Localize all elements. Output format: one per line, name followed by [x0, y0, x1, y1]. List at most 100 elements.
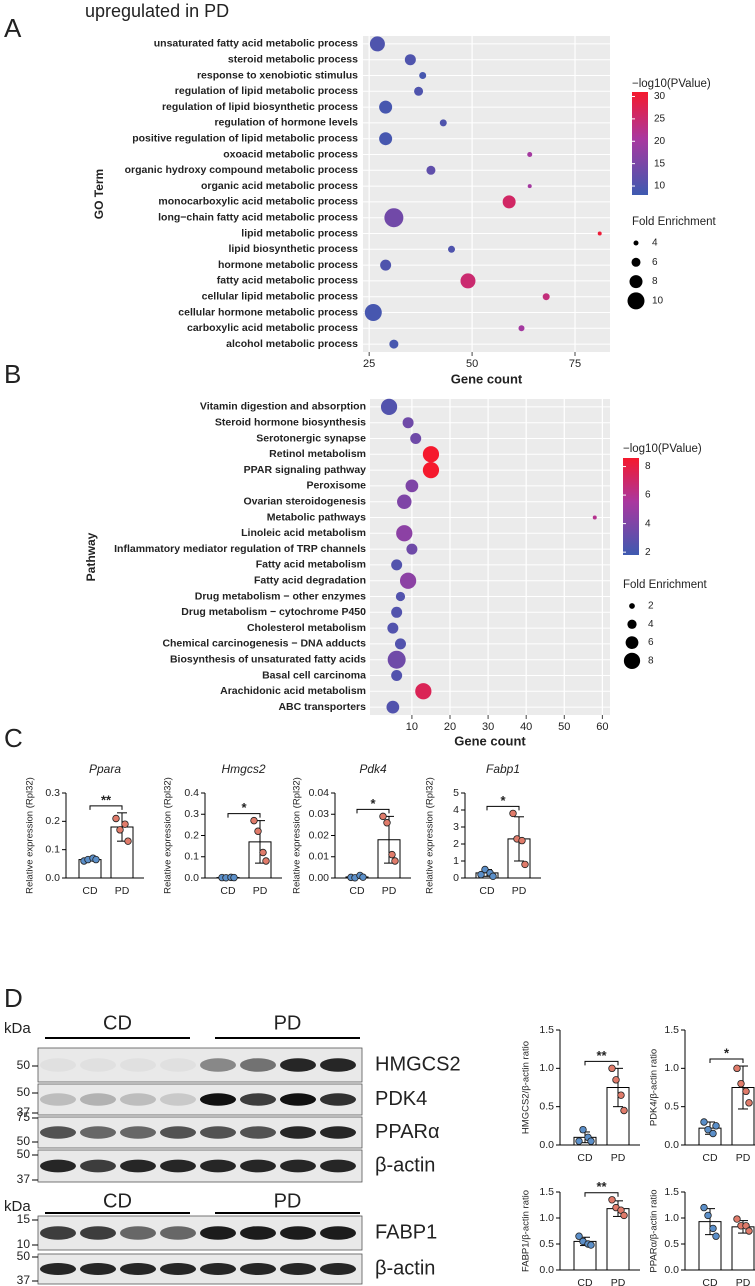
- category-label: Cholesterol metabolism: [247, 622, 366, 634]
- blot-marker: 50: [17, 1147, 31, 1161]
- category-label: long−chain fatty acid metabolic process: [158, 211, 358, 223]
- category-label: lipid metabolic process: [241, 227, 358, 239]
- y-tick-label: 0.04: [309, 787, 330, 799]
- size-legend-dot: [629, 275, 643, 289]
- dot: [394, 638, 406, 650]
- significance-label: **: [101, 792, 112, 807]
- blot-unit: kDa: [4, 1020, 31, 1037]
- data-point: [254, 827, 262, 835]
- data-point: [383, 819, 391, 827]
- data-point: [745, 1099, 753, 1107]
- data-point: [587, 1137, 595, 1145]
- blot-band: [80, 1263, 116, 1275]
- y-tick-label: 0.4: [184, 787, 199, 799]
- size-legend-dot: [633, 240, 639, 246]
- blot-band: [40, 1058, 76, 1072]
- dot: [426, 165, 436, 175]
- y-axis-label: HMGCS2/β-actin ratio: [521, 1041, 532, 1134]
- blot-band: [200, 1226, 236, 1240]
- blot-band: [80, 1093, 116, 1106]
- size-legend-label: 2: [648, 601, 654, 612]
- data-point: [391, 857, 399, 865]
- dot: [410, 433, 422, 444]
- y-tick-label: 1.5: [664, 1186, 679, 1198]
- data-point: [575, 1232, 583, 1240]
- blot-band: [240, 1126, 276, 1139]
- y-tick-label: 0.03: [309, 808, 330, 820]
- category-label: ABC transporters: [278, 701, 366, 713]
- size-legend-dot: [625, 636, 639, 649]
- blot-protein-label: PPARα: [375, 1121, 440, 1143]
- x-tick-label: CD: [577, 1152, 593, 1164]
- blot-marker: 50: [17, 1249, 31, 1263]
- y-axis-label: Relative expression (Rpl32): [163, 777, 174, 894]
- size-legend-label: 6: [648, 637, 654, 648]
- y-tick-label: 0.00: [309, 872, 330, 884]
- blot-group-label: PD: [274, 1012, 302, 1034]
- x-tick-label: PD: [736, 1277, 751, 1286]
- category-label: response to xenobiotic stimulus: [197, 69, 358, 81]
- category-label: fatty acid metabolic process: [217, 275, 358, 287]
- blot-band: [120, 1058, 156, 1072]
- category-label: lipid biosynthetic process: [228, 243, 358, 255]
- x-tick-label: CD: [702, 1152, 718, 1164]
- data-point: [700, 1118, 708, 1126]
- dot: [502, 195, 516, 209]
- x-tick-label: 50: [558, 721, 570, 733]
- y-tick-label: 0.01: [309, 851, 330, 863]
- size-legend-label: 10: [652, 296, 664, 307]
- x-tick-label: PD: [611, 1152, 626, 1164]
- x-tick-label: 25: [363, 358, 375, 370]
- plot-background: [370, 399, 610, 715]
- blot-band: [120, 1226, 156, 1240]
- category-label: regulation of hormone levels: [214, 117, 358, 129]
- y-tick-label: 0.1: [45, 843, 60, 855]
- blot-band: [320, 1226, 356, 1240]
- x-tick-label: 40: [520, 721, 532, 733]
- size-legend-dot: [629, 603, 635, 609]
- blot-marker: 37: [17, 1172, 31, 1186]
- blot-band: [200, 1263, 236, 1275]
- data-point: [388, 850, 396, 859]
- y-tick-label: 0: [453, 872, 459, 884]
- colorbar-tick-label: 6: [645, 490, 651, 501]
- y-tick-label: 0.0: [184, 872, 199, 884]
- data-point: [608, 1064, 616, 1073]
- blot-marker: 37: [17, 1105, 31, 1119]
- x-tick-label: 75: [569, 358, 581, 370]
- dot: [380, 398, 398, 416]
- category-label: cellular hormone metabolic process: [178, 306, 358, 318]
- y-tick-label: 5: [453, 787, 459, 799]
- y-axis-label: Relative expression (Rpl32): [25, 777, 36, 894]
- blot-marker: 50: [17, 1085, 31, 1099]
- colorbar-tick-label: 30: [654, 91, 666, 102]
- data-point: [745, 1227, 753, 1235]
- chart-title: upregulated in PD: [85, 1, 229, 21]
- significance-bracket: [486, 805, 520, 811]
- panel-letter: A: [4, 13, 22, 43]
- y-axis-label: PDK4/β-actin ratio: [649, 1049, 660, 1126]
- colorbar-tick-label: 4: [645, 518, 651, 529]
- dot: [518, 325, 525, 332]
- dot: [422, 446, 440, 463]
- y-tick-label: 0.5: [664, 1238, 679, 1250]
- category-label: regulation of lipid biosynthetic process: [162, 101, 358, 113]
- data-point: [250, 816, 258, 825]
- data-point: [509, 809, 517, 818]
- blot-band: [80, 1058, 116, 1072]
- blot-band: [280, 1093, 316, 1106]
- data-point: [704, 1211, 712, 1220]
- category-label: unsaturated fatty acid metabolic process: [154, 38, 358, 50]
- size-legend-title: Fold Enrichment: [623, 579, 708, 591]
- blot-band: [280, 1226, 316, 1240]
- data-point: [733, 1064, 741, 1073]
- blot-band: [200, 1058, 236, 1072]
- size-legend-dot: [623, 652, 641, 670]
- category-label: organic hydroxy compound metabolic proce…: [125, 164, 359, 176]
- dot: [380, 259, 392, 271]
- data-point: [230, 873, 238, 882]
- data-point: [121, 820, 129, 828]
- dot: [395, 591, 406, 602]
- blot-protein-label: FABP1: [375, 1221, 437, 1243]
- y-tick-label: 0.02: [309, 829, 330, 841]
